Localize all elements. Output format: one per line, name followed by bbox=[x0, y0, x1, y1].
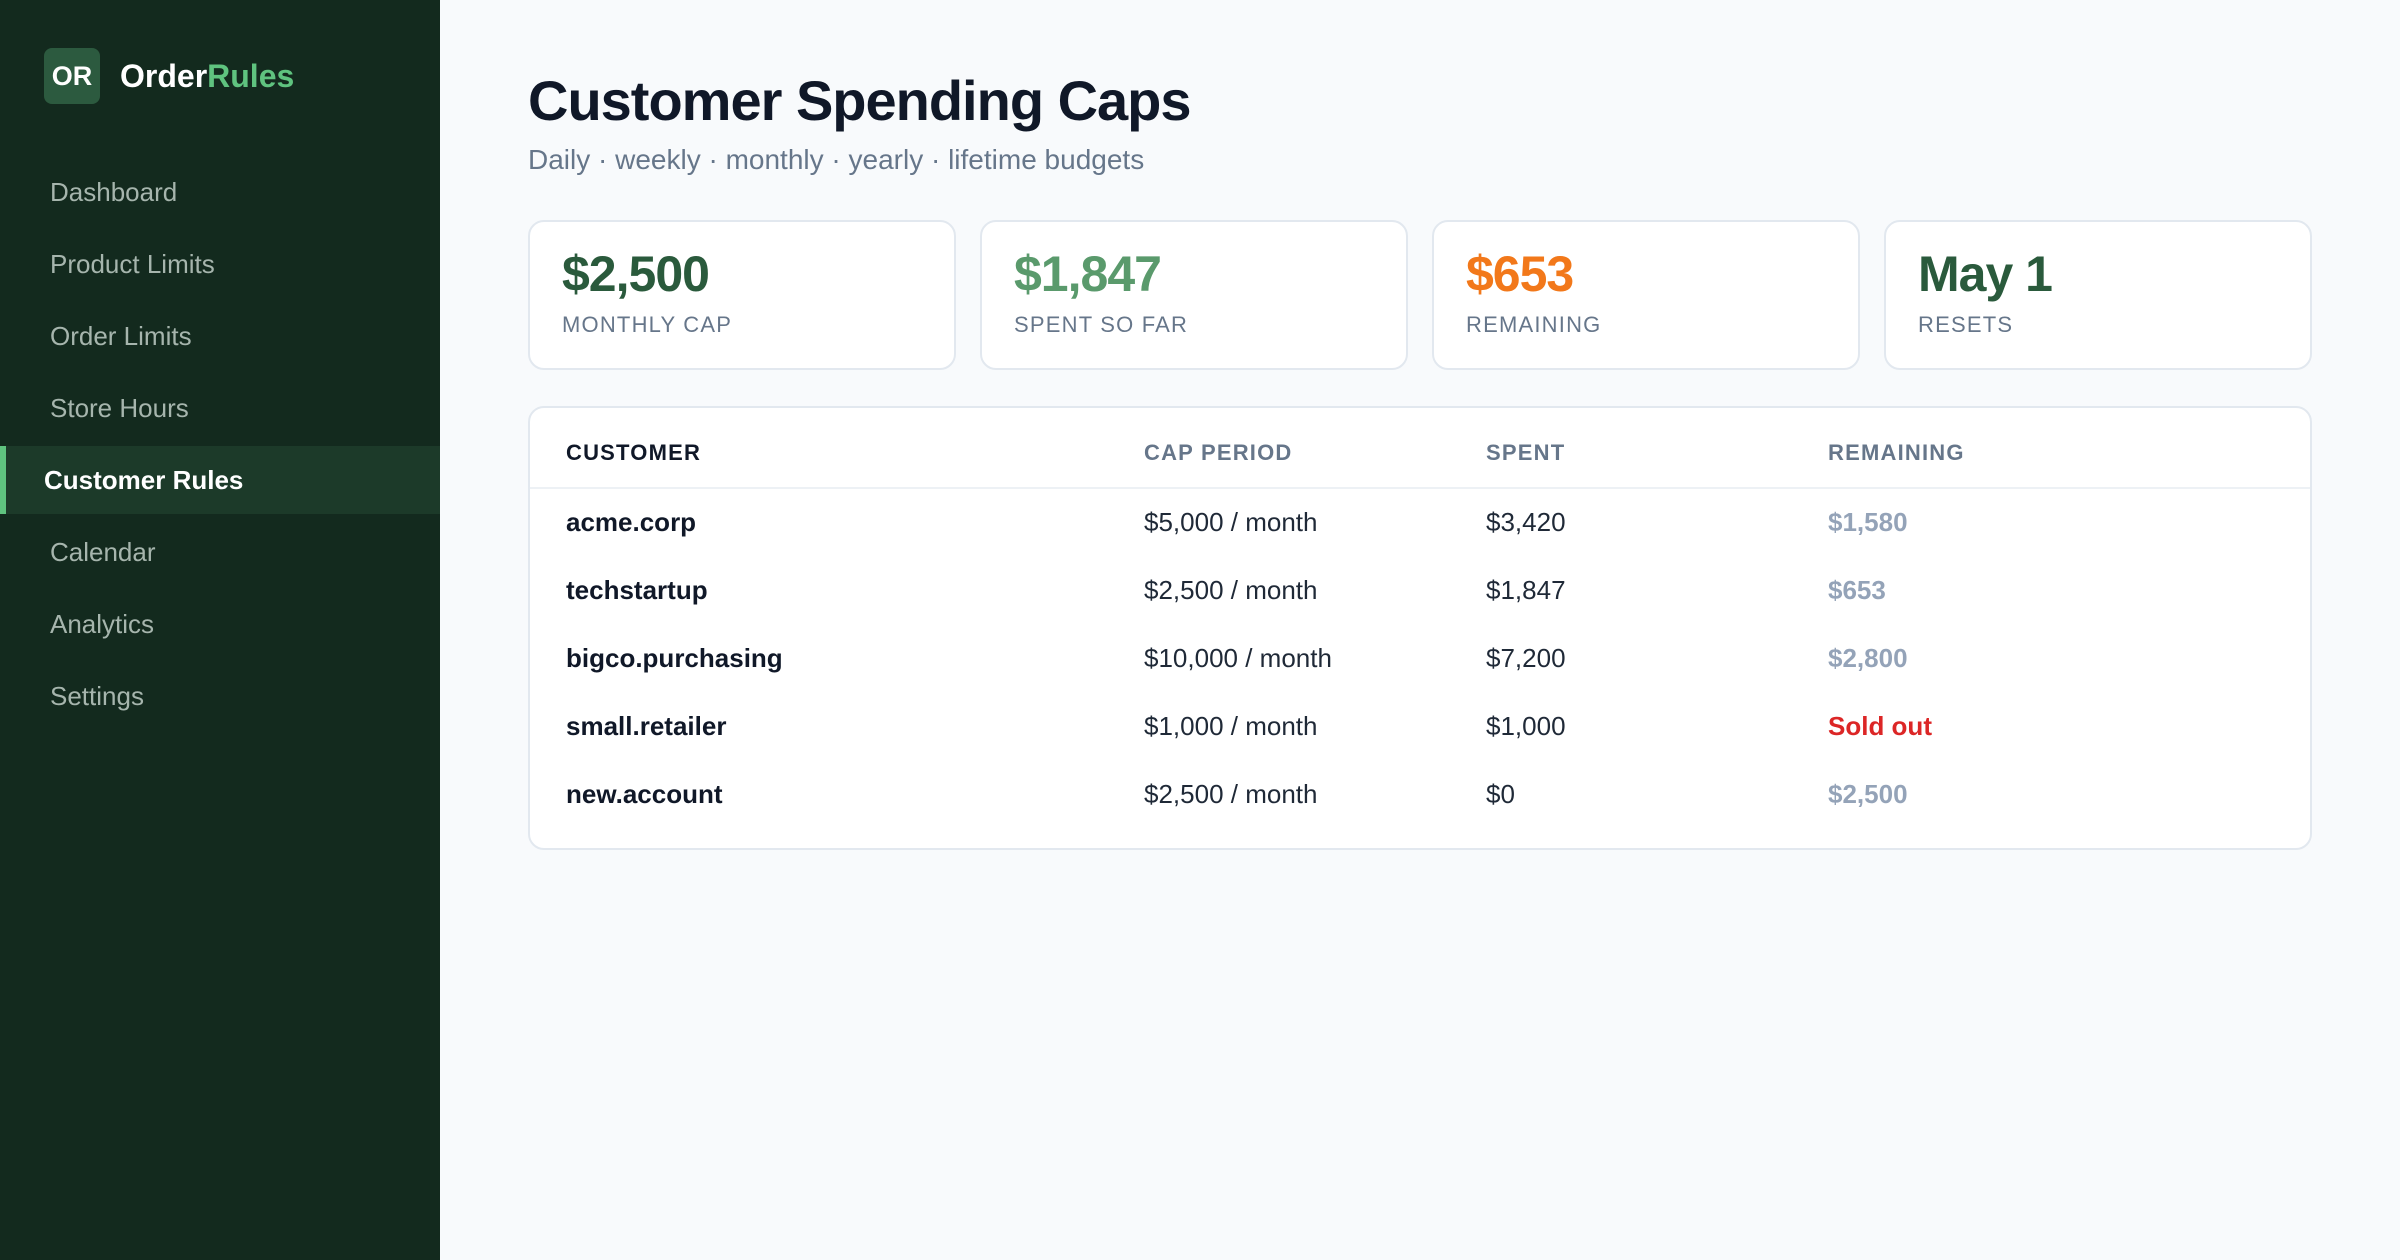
cell-cap-period: $2,500 / month bbox=[1144, 778, 1318, 809]
column-header-customer[interactable]: CUSTOMER bbox=[530, 408, 1144, 489]
stat-value: $1,847 bbox=[1014, 246, 1162, 302]
cell-cap-period: $10,000 / month bbox=[1144, 642, 1332, 673]
stat-label: Resets bbox=[1918, 312, 2014, 337]
stat-card-remaining: $653 Remaining bbox=[1432, 220, 1860, 370]
table-row[interactable]: new.account $2,500 / month $0 $2,500 bbox=[530, 760, 2310, 828]
brand-name-part1: Order bbox=[120, 57, 208, 94]
brand-logo-badge: OR bbox=[44, 48, 100, 104]
sidebar-item-dashboard[interactable]: Dashboard bbox=[50, 176, 178, 207]
sidebar-item-product-limits[interactable]: Product Limits bbox=[50, 248, 215, 279]
table-row[interactable]: small.retailer $1,000 / month $1,000 Sol… bbox=[530, 692, 2310, 760]
sidebar-item-settings[interactable]: Settings bbox=[50, 680, 144, 711]
cell-customer: bigco.purchasing bbox=[566, 642, 783, 673]
cell-spent: $7,200 bbox=[1486, 642, 1566, 673]
sidebar-item-customer-rules[interactable]: Customer Rules bbox=[0, 446, 440, 514]
stat-card-spent-so-far: $1,847 Spent so far bbox=[980, 220, 1408, 370]
spending-caps-table-card: CUSTOMER CAP PERIOD SPENT REMAINING acme… bbox=[528, 406, 2312, 850]
sidebar-nav: Dashboard Product Limits Order Limits St… bbox=[0, 158, 440, 730]
stat-label: Spent so far bbox=[1014, 312, 1189, 337]
column-header-spent[interactable]: SPENT bbox=[1486, 408, 1828, 489]
cell-remaining: $653 bbox=[1828, 574, 1886, 605]
stat-card-monthly-cap: $2,500 Monthly cap bbox=[528, 220, 956, 370]
cell-customer: techstartup bbox=[566, 574, 708, 605]
cell-remaining: $2,500 bbox=[1828, 778, 1908, 809]
column-header-cap-period[interactable]: CAP PERIOD bbox=[1144, 408, 1486, 489]
brand-name-part2: Rules bbox=[207, 57, 295, 94]
cell-remaining-sold-out: Sold out bbox=[1828, 710, 1932, 741]
table-header-row: CUSTOMER CAP PERIOD SPENT REMAINING bbox=[530, 408, 2310, 489]
table-row[interactable]: acme.corp $5,000 / month $3,420 $1,580 bbox=[530, 488, 2310, 556]
cell-spent: $1,000 bbox=[1486, 710, 1566, 741]
sidebar-item-calendar[interactable]: Calendar bbox=[50, 536, 156, 567]
stat-value: $653 bbox=[1466, 246, 1574, 302]
cell-customer: new.account bbox=[566, 778, 723, 809]
main-content: Customer Spending Caps Daily · weekly · … bbox=[440, 0, 2400, 1260]
stat-label: Remaining bbox=[1466, 312, 1602, 337]
table-row[interactable]: techstartup $2,500 / month $1,847 $653 bbox=[530, 556, 2310, 624]
cell-cap-period: $5,000 / month bbox=[1144, 507, 1318, 537]
stat-value: May 1 bbox=[1918, 246, 2053, 302]
cell-cap-period: $2,500 / month bbox=[1144, 574, 1318, 605]
cell-spent: $1,847 bbox=[1486, 574, 1566, 605]
cell-remaining: $2,800 bbox=[1828, 642, 1908, 673]
stat-label: Monthly cap bbox=[562, 312, 733, 337]
sidebar-item-order-limits[interactable]: Order Limits bbox=[50, 320, 192, 351]
stat-value: $2,500 bbox=[562, 246, 710, 302]
stats-row: $2,500 Monthly cap $1,847 Spent so far $… bbox=[528, 220, 2312, 370]
page-title: Customer Spending Caps bbox=[528, 69, 1192, 132]
stat-card-resets: May 1 Resets bbox=[1884, 220, 2312, 370]
cell-spent: $0 bbox=[1486, 778, 1515, 809]
sidebar-item-store-hours[interactable]: Store Hours bbox=[50, 392, 189, 423]
page-subtitle: Daily · weekly · monthly · yearly · life… bbox=[528, 144, 1145, 175]
cell-customer: acme.corp bbox=[566, 507, 697, 537]
spending-caps-table: CUSTOMER CAP PERIOD SPENT REMAINING acme… bbox=[530, 408, 2310, 828]
brand[interactable]: OR OrderRules bbox=[0, 38, 440, 114]
cell-cap-period: $1,000 / month bbox=[1144, 710, 1318, 741]
cell-customer: small.retailer bbox=[566, 710, 727, 741]
brand-name: OrderRules bbox=[120, 58, 294, 95]
sidebar-item-analytics[interactable]: Analytics bbox=[50, 608, 155, 639]
table-row[interactable]: bigco.purchasing $10,000 / month $7,200 … bbox=[530, 624, 2310, 692]
column-header-remaining[interactable]: REMAINING bbox=[1828, 408, 2310, 489]
cell-spent: $3,420 bbox=[1486, 507, 1566, 537]
sidebar: OR OrderRules Dashboard Product Limits O… bbox=[0, 0, 440, 1260]
cell-remaining: $1,580 bbox=[1828, 507, 1908, 537]
